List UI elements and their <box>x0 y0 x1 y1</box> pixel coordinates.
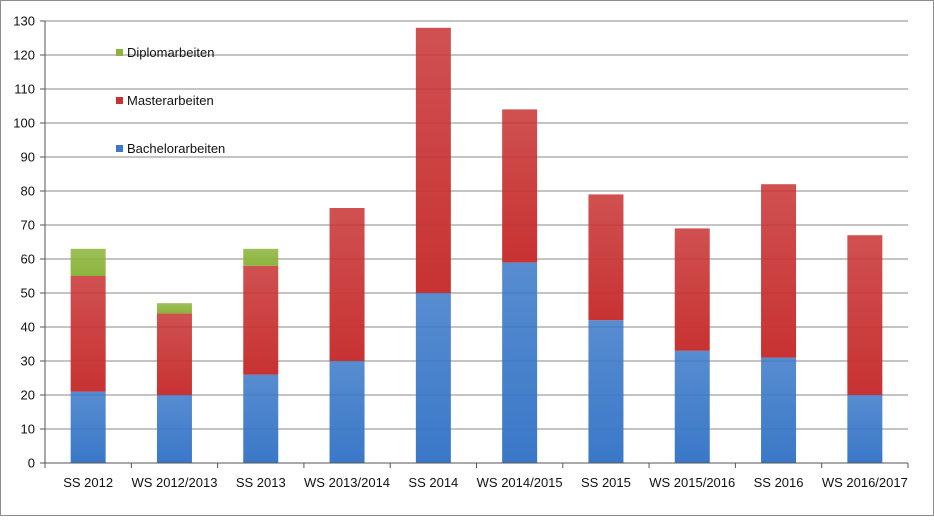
x-tick-label: SS 2015 <box>581 475 631 490</box>
bar-bachelorarbeiten <box>674 350 710 463</box>
bar-masterarbeiten <box>70 276 106 392</box>
y-tick-label: 60 <box>21 252 35 267</box>
y-tick-label: 100 <box>13 116 35 131</box>
y-axis-ticks: 0 10 20 30 40 50 60 70 80 90 100 110 120 130 <box>13 14 45 471</box>
bar-bachelorarbeiten <box>156 395 192 463</box>
bars <box>70 27 883 463</box>
legend-label-bachelorarbeiten: Bachelorarbeiten <box>127 141 225 156</box>
bar-bachelorarbeiten <box>761 357 797 463</box>
bar-masterarbeiten <box>156 313 192 395</box>
bar-masterarbeiten <box>674 228 710 351</box>
x-tick-label: WS 2014/2015 <box>477 475 563 490</box>
y-tick-label: 130 <box>13 14 35 29</box>
bar-bachelorarbeiten <box>415 293 451 463</box>
bar-diplomarbeiten <box>70 248 106 276</box>
x-tick-label: WS 2012/2013 <box>131 475 217 490</box>
bar-diplomarbeiten <box>243 248 279 266</box>
y-tick-label: 80 <box>21 184 35 199</box>
x-tick-label: SS 2013 <box>236 475 286 490</box>
bar-masterarbeiten <box>761 184 797 358</box>
legend: Diplomarbeiten Masterarbeiten Bachelorarbe… <box>116 45 225 156</box>
x-tick-label: WS 2013/2014 <box>304 475 390 490</box>
bar-bachelorarbeiten <box>588 320 624 463</box>
bar-diplomarbeiten <box>156 303 192 314</box>
y-tick-label: 50 <box>21 286 35 301</box>
y-tick-label: 90 <box>21 150 35 165</box>
legend-label-masterarbeiten: Masterarbeiten <box>127 93 214 108</box>
bar-masterarbeiten <box>502 109 538 263</box>
bar-masterarbeiten <box>243 265 279 375</box>
x-tick-label: SS 2014 <box>408 475 458 490</box>
x-tick-label: WS 2016/2017 <box>822 475 908 490</box>
y-tick-label: 0 <box>28 456 35 471</box>
x-tick-label: SS 2012 <box>63 475 113 490</box>
legend-swatch-diplomarbeiten <box>116 49 123 56</box>
bar-bachelorarbeiten <box>502 262 538 463</box>
legend-label-diplomarbeiten: Diplomarbeiten <box>127 45 214 60</box>
x-tick-label: WS 2015/2016 <box>649 475 735 490</box>
bar-bachelorarbeiten <box>243 374 279 463</box>
bar-bachelorarbeiten <box>329 361 365 463</box>
y-tick-label: 10 <box>21 422 35 437</box>
legend-swatch-bachelorarbeiten <box>116 145 123 152</box>
bar-masterarbeiten <box>847 235 883 395</box>
bar-masterarbeiten <box>588 194 624 321</box>
y-tick-label: 30 <box>21 354 35 369</box>
bar-masterarbeiten <box>415 27 451 294</box>
y-tick-label: 40 <box>21 320 35 335</box>
x-axis-ticks: SS 2012 WS 2012/2013 SS 2013 WS 2013/2014 SS… <box>44 463 909 490</box>
y-tick-label: 120 <box>13 48 35 63</box>
bar-bachelorarbeiten <box>70 391 106 463</box>
y-tick-label: 20 <box>21 388 35 403</box>
bar-bachelorarbeiten <box>847 395 883 463</box>
x-tick-label: SS 2016 <box>754 475 804 490</box>
legend-swatch-masterarbeiten <box>116 97 123 104</box>
y-tick-label: 110 <box>14 82 35 97</box>
y-tick-label: 70 <box>21 218 35 233</box>
bar-masterarbeiten <box>329 208 365 361</box>
